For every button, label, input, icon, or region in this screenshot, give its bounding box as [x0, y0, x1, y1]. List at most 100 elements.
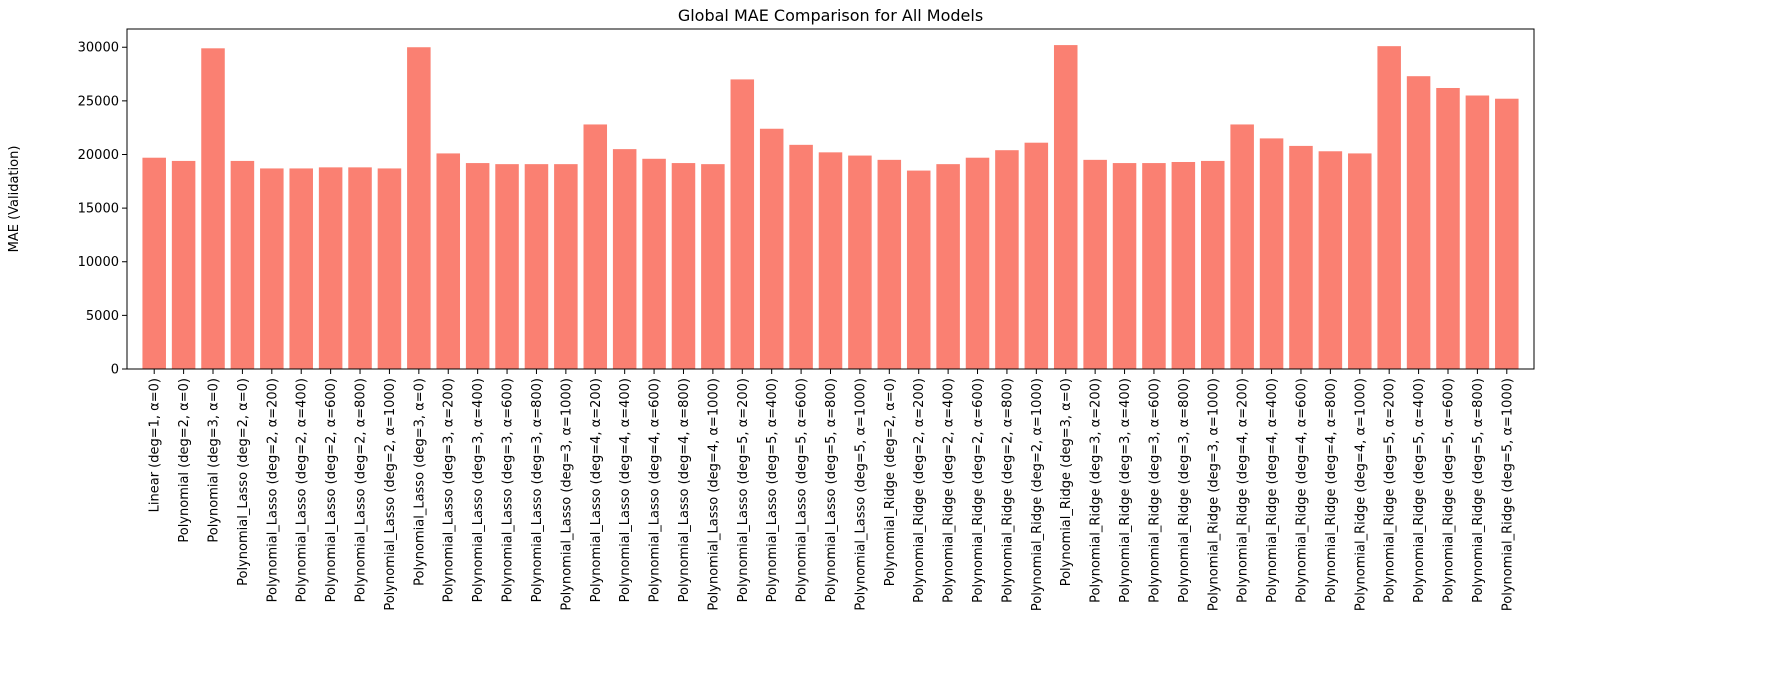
- bar: [995, 150, 1019, 369]
- x-tick-label: Polynomial_Ridge (deg=3, α=400): [1118, 378, 1133, 603]
- x-tick-label: Polynomial_Ridge (deg=5, α=200): [1383, 378, 1398, 603]
- bar: [318, 167, 343, 369]
- bar: [1171, 161, 1196, 369]
- bar: [642, 158, 666, 369]
- x-tick-label: Polynomial_Lasso (deg=2, α=600): [324, 378, 339, 602]
- bar: [818, 152, 843, 369]
- bar: [1318, 151, 1343, 369]
- y-tick-label: 15000: [78, 202, 119, 217]
- bar: [671, 163, 696, 369]
- x-tick-label: Polynomial_Lasso (deg=5, α=1000): [853, 378, 868, 611]
- bar: [348, 167, 372, 369]
- x-tick-label: Polynomial_Lasso (deg=3, α=800): [530, 378, 545, 602]
- bar: [142, 157, 166, 369]
- bar: [848, 155, 872, 369]
- bar: [1112, 163, 1137, 369]
- y-axis-label: MAE (Validation): [7, 146, 22, 253]
- x-tick-label: Polynomial_Lasso (deg=5, α=200): [736, 378, 751, 602]
- bar: [965, 157, 990, 369]
- bar: [612, 149, 637, 369]
- bars-group: [142, 45, 1519, 370]
- x-tick-label: Polynomial_Ridge (deg=2, α=800): [1000, 378, 1015, 603]
- x-tick-label: Polynomial_Ridge (deg=3, α=1000): [1206, 378, 1221, 611]
- x-tick-label: Polynomial_Lasso (deg=3, α=600): [501, 378, 516, 602]
- y-tick-label: 20000: [78, 148, 119, 163]
- bar: [906, 170, 931, 369]
- x-tick-label: Polynomial_Ridge (deg=5, α=400): [1412, 378, 1427, 603]
- bar: [1083, 159, 1107, 369]
- y-tick-label: 0: [111, 363, 119, 378]
- x-tick-label: Polynomial_Ridge (deg=3, α=0): [1059, 378, 1074, 586]
- y-tick-label: 5000: [86, 309, 119, 324]
- x-tick-label: Polynomial_Lasso (deg=3, α=0): [412, 378, 427, 586]
- bar: [730, 79, 755, 369]
- x-tick-label: Polynomial_Lasso (deg=2, α=1000): [383, 378, 398, 611]
- x-tick-label: Polynomial_Lasso (deg=5, α=600): [795, 378, 810, 602]
- x-tick-label: Polynomial_Lasso (deg=5, α=800): [824, 378, 839, 602]
- bar: [407, 47, 431, 370]
- x-tick-label: Polynomial_Lasso (deg=3, α=400): [471, 378, 486, 602]
- bar: [171, 160, 196, 369]
- bar: [436, 153, 461, 369]
- bar: [1259, 138, 1284, 369]
- plot-frame: [126, 28, 1535, 370]
- bar: [465, 163, 490, 369]
- bar: [377, 168, 402, 369]
- x-tick-label: Polynomial_Ridge (deg=2, α=0): [883, 378, 898, 586]
- bar: [789, 144, 813, 369]
- bar: [1495, 98, 1519, 369]
- bar: [1348, 153, 1372, 369]
- x-tick-label: Polynomial_Ridge (deg=3, α=600): [1147, 378, 1162, 603]
- x-tick-label: Polynomial_Lasso (deg=4, α=800): [677, 378, 692, 602]
- x-tick-label: Polynomial_Lasso (deg=2, α=200): [265, 378, 280, 602]
- bar: [260, 168, 284, 369]
- y-ticks-group: 0 5000 10000 15000 20000 25000 30000: [78, 41, 127, 378]
- x-tick-label: Polynomial_Ridge (deg=4, α=200): [1236, 378, 1251, 603]
- x-ticks-group: Linear (deg=1, α=0) Polynomial (deg=2, α=…: [148, 369, 1515, 611]
- bar: [1230, 124, 1254, 369]
- x-tick-label: Polynomial (deg=3, α=0): [207, 378, 222, 543]
- bar: [495, 164, 519, 369]
- x-tick-label: Polynomial (deg=2, α=0): [177, 378, 192, 543]
- bar: [554, 164, 578, 369]
- x-tick-label: Polynomial_Ridge (deg=2, α=1000): [1030, 378, 1045, 611]
- x-tick-label: Polynomial_Ridge (deg=2, α=600): [971, 378, 986, 603]
- bar: [1436, 87, 1460, 369]
- bar: [1289, 145, 1313, 369]
- x-tick-label: Polynomial_Ridge (deg=5, α=600): [1441, 378, 1456, 603]
- x-tick-label: Polynomial_Lasso (deg=4, α=600): [648, 378, 663, 602]
- x-tick-label: Polynomial_Ridge (deg=3, α=800): [1177, 378, 1192, 603]
- bar: [289, 168, 313, 369]
- bar: [1142, 163, 1166, 369]
- x-tick-label: Polynomial_Ridge (deg=5, α=800): [1471, 378, 1486, 603]
- bar: [1200, 160, 1225, 369]
- bar: [936, 164, 960, 369]
- y-tick-label: 30000: [78, 41, 119, 56]
- x-tick-label: Polynomial_Ridge (deg=4, α=400): [1265, 378, 1280, 603]
- x-tick-label: Polynomial_Lasso (deg=5, α=400): [765, 378, 780, 602]
- x-tick-label: Polynomial_Ridge (deg=4, α=800): [1324, 378, 1339, 603]
- x-tick-label: Polynomial_Ridge (deg=4, α=1000): [1353, 378, 1368, 611]
- bar: [1024, 142, 1049, 369]
- bar: [230, 160, 255, 369]
- x-tick-label: Polynomial_Lasso (deg=3, α=1000): [559, 378, 574, 611]
- x-tick-label: Polynomial_Lasso (deg=3, α=200): [442, 378, 457, 602]
- chart-title: Global MAE Comparison for All Models: [678, 6, 983, 25]
- x-tick-label: Polynomial_Lasso (deg=4, α=400): [618, 378, 633, 602]
- x-tick-label: Polynomial_Ridge (deg=5, α=1000): [1500, 378, 1515, 611]
- x-tick-label: Polynomial_Lasso (deg=2, α=0): [236, 378, 251, 586]
- bar: [701, 164, 725, 369]
- bar: [1053, 45, 1078, 370]
- x-tick-label: Polynomial_Lasso (deg=2, α=400): [295, 378, 310, 602]
- x-tick-label: Polynomial_Ridge (deg=3, α=200): [1089, 378, 1104, 603]
- bar: [1377, 46, 1401, 369]
- x-tick-label: Polynomial_Ridge (deg=2, α=400): [942, 378, 957, 603]
- bar: [877, 159, 902, 369]
- x-tick-label: Polynomial_Ridge (deg=4, α=600): [1294, 378, 1309, 603]
- bar: [201, 48, 225, 369]
- bar: [759, 128, 784, 369]
- x-tick-label: Polynomial_Lasso (deg=2, α=800): [354, 378, 369, 602]
- x-tick-label: Polynomial_Lasso (deg=4, α=1000): [706, 378, 721, 611]
- bar: [524, 164, 549, 369]
